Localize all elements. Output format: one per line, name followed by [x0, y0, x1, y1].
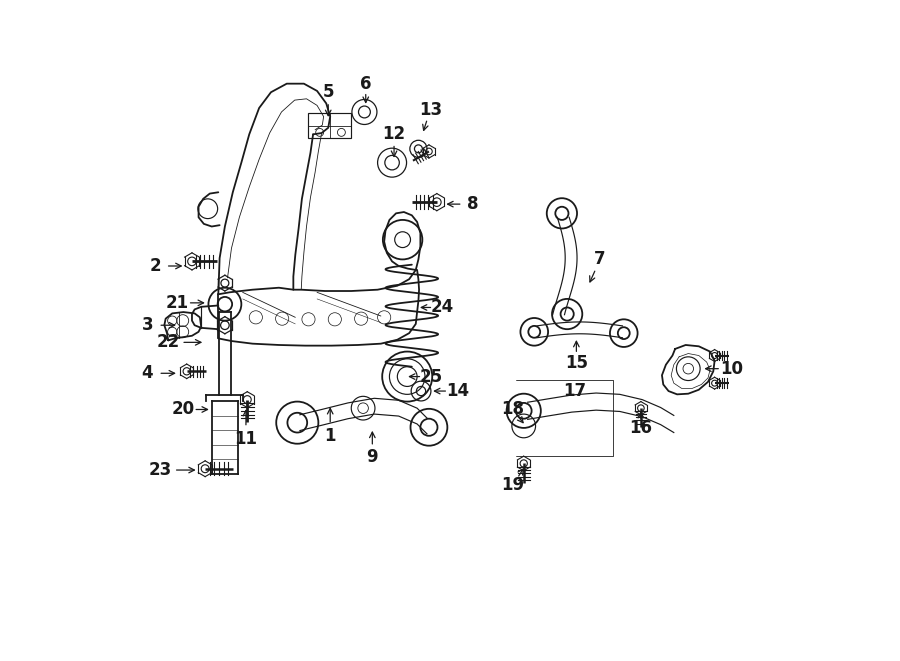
Bar	[309, 113, 351, 138]
Text: 9: 9	[366, 448, 378, 466]
Text: 21: 21	[166, 294, 188, 312]
Text: 15: 15	[565, 354, 588, 372]
Text: 7: 7	[594, 251, 606, 268]
Text: 6: 6	[360, 75, 372, 93]
Text: 16: 16	[629, 419, 652, 437]
Text: 22: 22	[157, 333, 180, 352]
Text: 18: 18	[501, 401, 524, 418]
Text: 5: 5	[322, 83, 334, 101]
Text: 17: 17	[563, 382, 587, 400]
Text: 14: 14	[446, 382, 470, 400]
Text: 23: 23	[148, 461, 172, 479]
Text: 4: 4	[141, 364, 153, 382]
Text: 2: 2	[149, 257, 161, 275]
Text: 19: 19	[501, 476, 524, 494]
Text: 24: 24	[430, 299, 454, 317]
Text: 10: 10	[720, 360, 743, 377]
Text: 1: 1	[325, 427, 336, 445]
Text: 8: 8	[467, 195, 479, 213]
Text: 11: 11	[235, 430, 257, 448]
Text: 25: 25	[420, 368, 443, 385]
Text: 3: 3	[141, 316, 153, 334]
Text: 13: 13	[418, 101, 442, 119]
Text: 20: 20	[172, 401, 195, 418]
Text: 12: 12	[382, 126, 406, 143]
